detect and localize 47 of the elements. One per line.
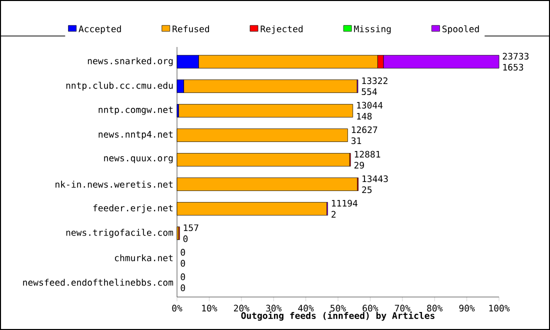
y-tick-label: news.nntp4.net: [98, 131, 173, 140]
y-tick-label: news.trigofacile.com: [66, 228, 174, 238]
annotation: 13322: [362, 77, 388, 84]
x-tick-label: 40%: [298, 304, 314, 312]
x-tick-label: 20%: [234, 304, 250, 312]
annotation: 31: [351, 137, 362, 144]
annotation: 554: [362, 88, 377, 96]
legend-label: Spooled: [442, 25, 479, 34]
annotation: 12627: [352, 126, 378, 134]
x-tick-label: 60%: [362, 304, 378, 312]
text: Outgoing feeds (innfeed) by Articles: [241, 312, 434, 321]
annotation: 157: [184, 224, 198, 232]
annotation: 25: [362, 186, 372, 194]
annotation: 23733: [502, 52, 529, 60]
y-tick-label: nntp.comgw.net: [98, 106, 173, 115]
x-tick-label: 70%: [394, 304, 410, 312]
annotation: 148: [357, 112, 372, 120]
annotation: 0: [180, 284, 186, 292]
annotation: 11194: [332, 200, 358, 207]
y-tick-label: nk-in.news.weretis.net: [56, 180, 173, 188]
x-tick-label: 100%: [489, 304, 510, 312]
y-tick-label: newsfeed.endofthelinebbs.com: [23, 278, 174, 286]
annotation: 12881: [354, 150, 380, 158]
y-tick-label: news.quux.org: [104, 156, 173, 164]
x-tick-label: 0%: [172, 304, 182, 312]
annotation: 1653: [503, 64, 524, 71]
y-tick-label: nntp.club.cc.cmu.edu: [66, 82, 173, 91]
x-tick-label: 80%: [427, 304, 443, 312]
x-tick-label: 30%: [266, 304, 282, 312]
legend-label: Rejected: [260, 25, 303, 34]
x-tick-label: 90%: [459, 304, 475, 312]
annotation: 0: [180, 260, 186, 267]
annotation: 29: [354, 162, 364, 169]
annotation: 0: [180, 273, 186, 280]
y-tick-label: news.snarked.org: [88, 57, 173, 66]
legend-label: Accepted: [78, 25, 121, 34]
x-tick-label: 50%: [330, 304, 346, 312]
annotation: 13044: [357, 102, 383, 109]
x-tick-label: 10%: [202, 304, 218, 312]
y-tick-label: feeder.erje.net: [93, 204, 173, 214]
legend-label: Missing: [354, 25, 391, 34]
legend-label: Refused: [172, 25, 209, 32]
y-tick-label: chmurka.net: [114, 254, 173, 262]
annotation: 0: [180, 248, 186, 256]
annotation: 13443: [362, 175, 388, 182]
annotation: 0: [183, 235, 188, 242]
annotation: 2: [332, 210, 336, 218]
